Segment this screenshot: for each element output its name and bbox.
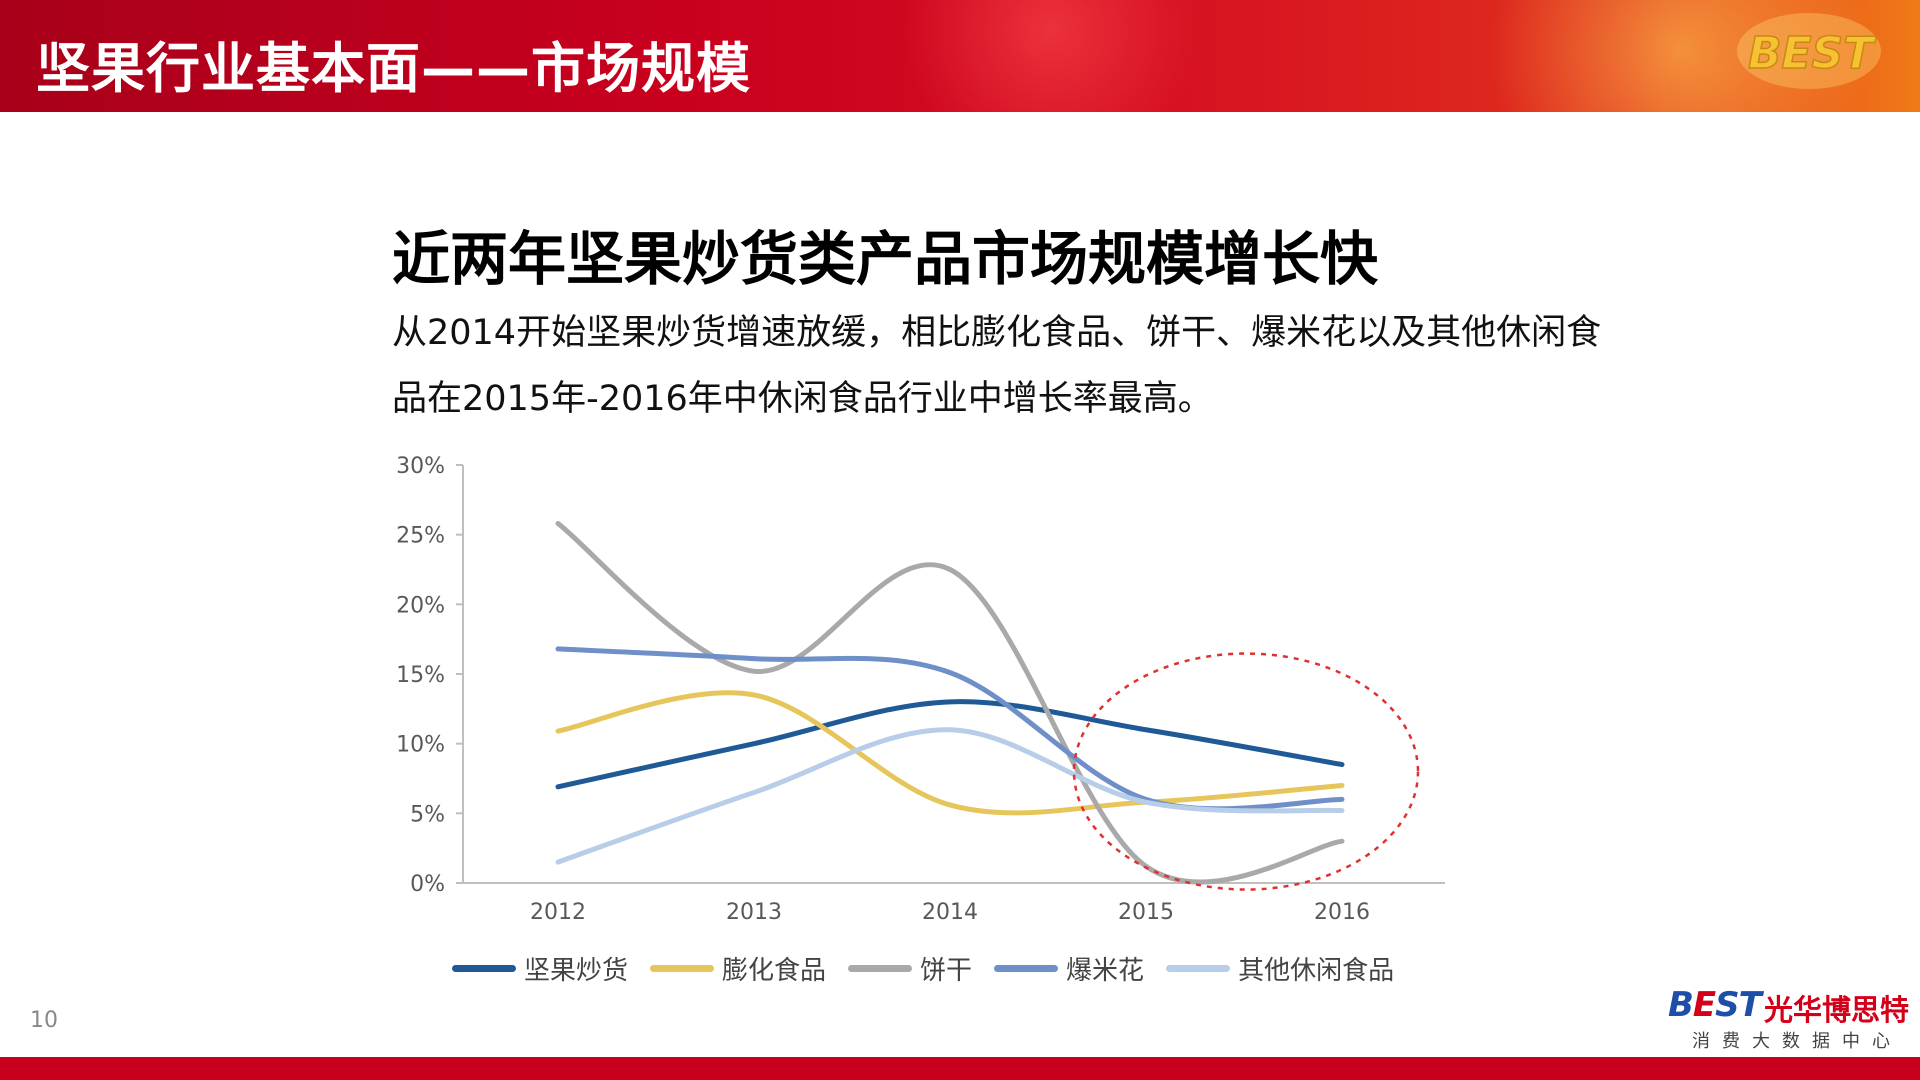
page-number: 10 <box>30 1008 58 1033</box>
y-tick-label: 30% <box>396 454 445 479</box>
legend-swatch <box>650 964 715 972</box>
header-glow-decoration <box>900 0 1200 112</box>
x-tick-label: 2014 <box>922 900 978 925</box>
page-title: 坚果行业基本面——市场规模 <box>36 37 751 100</box>
y-tick-label: 20% <box>396 593 445 618</box>
y-tick-label: 15% <box>396 663 445 688</box>
legend-swatch <box>994 964 1059 972</box>
legend-item: 饼干 <box>848 950 972 987</box>
legend-label: 饼干 <box>920 955 973 986</box>
footer-logo: BEST 光华博思特 消费大数据中心 <box>1668 985 1909 1052</box>
y-tick-label: 0% <box>410 872 445 897</box>
chart-legend: 坚果炒货 膨化食品 饼干 爆米花 其他休闲食品 <box>452 950 1394 986</box>
chart-description: 从2014开始坚果炒货增速放缓，相比膨化食品、饼干、爆米花以及其他休闲食品在20… <box>392 313 1602 419</box>
legend-swatch <box>848 964 913 972</box>
series-line-2 <box>555 690 1345 816</box>
series-line-5 <box>555 727 1345 865</box>
footer-best-logo-icon: BEST <box>1668 985 1762 1025</box>
x-tick-label: 2016 <box>1314 900 1370 925</box>
footer-logo-subtitle: 消费大数据中心 <box>1692 1031 1902 1052</box>
highlight-ellipse <box>1072 652 1420 891</box>
line-chart: 0% 5% 10% 15% 20% 25% 30% 2012 2013 2014 2015 2016 <box>396 454 1445 925</box>
legend-item: 坚果炒货 <box>452 950 628 987</box>
legend-label: 坚果炒货 <box>524 955 629 986</box>
best-logo-icon: BEST <box>1737 13 1881 89</box>
series-line-3 <box>555 521 1345 885</box>
legend-item: 膨化食品 <box>650 950 826 987</box>
legend-label: 爆米花 <box>1066 955 1145 986</box>
footer-logo-name: 光华博思特 <box>1764 993 1910 1027</box>
legend-item: 爆米花 <box>994 950 1144 987</box>
y-tick-label: 10% <box>396 733 445 758</box>
series-line-1 <box>555 699 1345 790</box>
bottom-bar <box>0 1057 1920 1080</box>
x-tick-label: 2015 <box>1118 900 1174 925</box>
header-bar: 坚果行业基本面——市场规模 BEST <box>0 0 1920 112</box>
header-glow-decoration <box>1440 0 1920 112</box>
legend-label: 膨化食品 <box>722 955 827 986</box>
x-tick-label: 2012 <box>530 900 586 925</box>
legend-label: 其他休闲食品 <box>1238 955 1395 986</box>
x-tick-label: 2013 <box>726 900 782 925</box>
y-tick-label: 5% <box>410 802 445 827</box>
legend-item: 其他休闲食品 <box>1166 950 1394 987</box>
best-logo-text: BEST <box>1748 28 1876 79</box>
y-tick-label: 25% <box>396 524 445 549</box>
chart-headline: 近两年坚果炒货类产品市场规模增长快 <box>392 225 1379 293</box>
legend-swatch <box>1166 964 1231 972</box>
legend-swatch <box>452 964 516 972</box>
